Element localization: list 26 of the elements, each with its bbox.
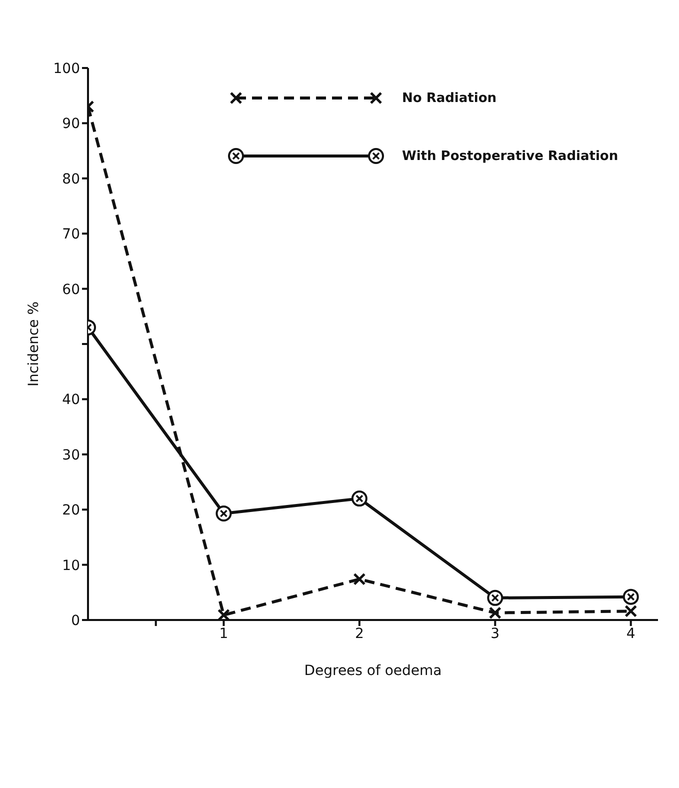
x-axis-title: Degrees of oedema <box>304 663 442 679</box>
x-tick-label: 2 <box>354 626 364 642</box>
point <box>624 604 638 618</box>
legend-label: With Postoperative Radiation <box>402 148 618 164</box>
point <box>217 608 230 620</box>
x-tick-label: 1 <box>219 626 228 642</box>
y-tick-label: 10 <box>62 558 80 574</box>
y-axis-title: Incidence % <box>26 301 42 387</box>
y-tick-label: 0 <box>71 612 80 629</box>
legend-label: No Radiation <box>402 90 497 106</box>
x-tick-label: 3 <box>490 626 500 642</box>
y-tick-label: 40 <box>62 392 80 408</box>
point <box>488 606 502 620</box>
x-tick-label: 4 <box>626 626 636 642</box>
y-tick-label: 90 <box>62 116 80 132</box>
y-tick-label: 30 <box>62 447 80 464</box>
point <box>216 505 232 522</box>
point <box>353 572 366 586</box>
point <box>351 490 368 507</box>
point <box>487 590 504 606</box>
y-tick-label: 100 <box>53 60 80 77</box>
y-tick-label: 80 <box>62 171 80 188</box>
y-tick-label: 70 <box>62 226 80 243</box>
y-tick-label: 60 <box>62 282 80 298</box>
point <box>622 588 639 605</box>
y-tick-label: 20 <box>62 502 80 519</box>
